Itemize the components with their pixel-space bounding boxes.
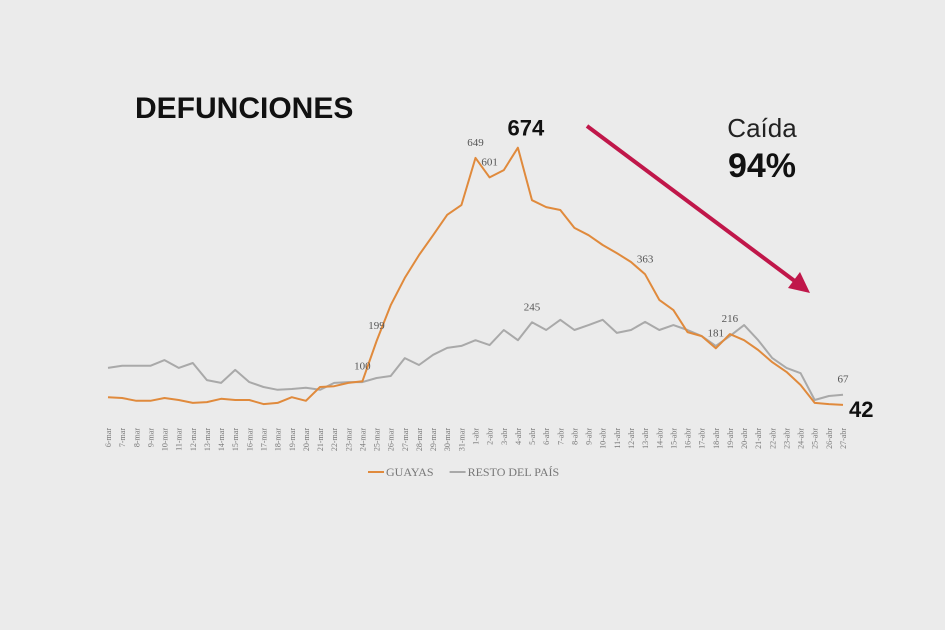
x-tick-label: 20-abr [740,428,749,449]
x-tick-label: 17-mar [259,428,268,451]
x-tick-label: 30-mar [443,428,452,451]
x-tick-label: 9-abr [585,428,594,445]
data-label: 199 [368,320,385,332]
x-tick-label: 6-mar [104,428,113,447]
chart-title: DEFUNCIONES [135,92,353,125]
x-tick-label: 20-mar [302,428,311,451]
x-tick-label: 15-abr [669,428,678,449]
x-tick-label: 1-abr [472,428,481,445]
x-tick-label: 18-mar [274,428,283,451]
x-tick-label: 12-mar [189,428,198,451]
x-tick-label: 25-mar [373,428,382,451]
x-tick-label: 22-mar [330,428,339,451]
x-tick-label: 25-abr [811,428,820,449]
data-label: 674 [508,116,545,141]
data-label: 42 [849,397,873,422]
x-tick-label: 10-mar [161,428,170,451]
data-label: 100 [354,360,371,372]
x-tick-label: 7-abr [556,428,565,445]
x-tick-label: 29-mar [429,428,438,451]
x-tick-label: 15-mar [231,428,240,451]
x-tick-label: 22-abr [768,428,777,449]
x-tick-label: 10-abr [599,428,608,449]
x-tick-label: 11-mar [175,428,184,451]
x-tick-label: 16-mar [245,428,254,451]
legend-label: RESTO DEL PAÍS [468,465,560,479]
x-tick-label: 16-abr [684,428,693,449]
x-tick-label: 26-mar [387,428,396,451]
x-tick-label: 3-abr [500,428,509,445]
x-tick-label: 26-abr [825,428,834,449]
x-tick-label: 23-abr [782,428,791,449]
x-tick-label: 9-mar [146,428,155,447]
data-label: 67 [838,374,850,386]
x-tick-label: 5-abr [528,428,537,445]
x-tick-label: 14-abr [655,428,664,449]
x-tick-label: 24-mar [358,428,367,451]
arrow [585,124,810,293]
x-tick-label: 6-abr [542,428,551,445]
x-tick-label: 18-abr [712,428,721,449]
series-line [107,146,844,406]
x-tick-label: 19-mar [288,428,297,451]
data-label: 363 [637,253,654,265]
x-tick-label: 23-mar [344,428,353,451]
legend-label: GUAYAS [386,465,434,479]
annotation-value: 94% [728,147,796,185]
x-tick-label: 31-mar [457,428,466,451]
data-label: 216 [722,313,739,325]
x-tick-label: 21-mar [316,428,325,451]
data-label: 601 [481,156,498,168]
x-tick-label: 14-mar [217,428,226,451]
x-tick-label: 4-abr [514,428,523,445]
x-tick-label: 11-abr [613,428,622,449]
annotation-caption: Caída [727,113,797,143]
data-label: 181 [708,327,725,339]
x-tick-label: 7-mar [118,428,127,447]
x-tick-label: 28-mar [415,428,424,451]
x-tick-label: 27-mar [401,428,410,451]
x-tick-label: 24-abr [797,428,806,449]
data-label: 245 [524,301,541,313]
data-label: 649 [467,137,484,149]
x-tick-label: 13-mar [203,428,212,451]
x-tick-label: 8-abr [570,428,579,445]
x-tick-label: 27-abr [839,428,848,449]
series-line [107,318,844,401]
x-tick-label: 12-abr [627,428,636,449]
x-tick-label: 19-abr [726,428,735,449]
x-tick-label: 13-abr [641,428,650,449]
x-tick-label: 8-mar [132,428,141,447]
x-tick-label: 21-abr [754,428,763,449]
x-tick-label: 2-abr [486,428,495,445]
x-tick-label: 17-abr [698,428,707,449]
